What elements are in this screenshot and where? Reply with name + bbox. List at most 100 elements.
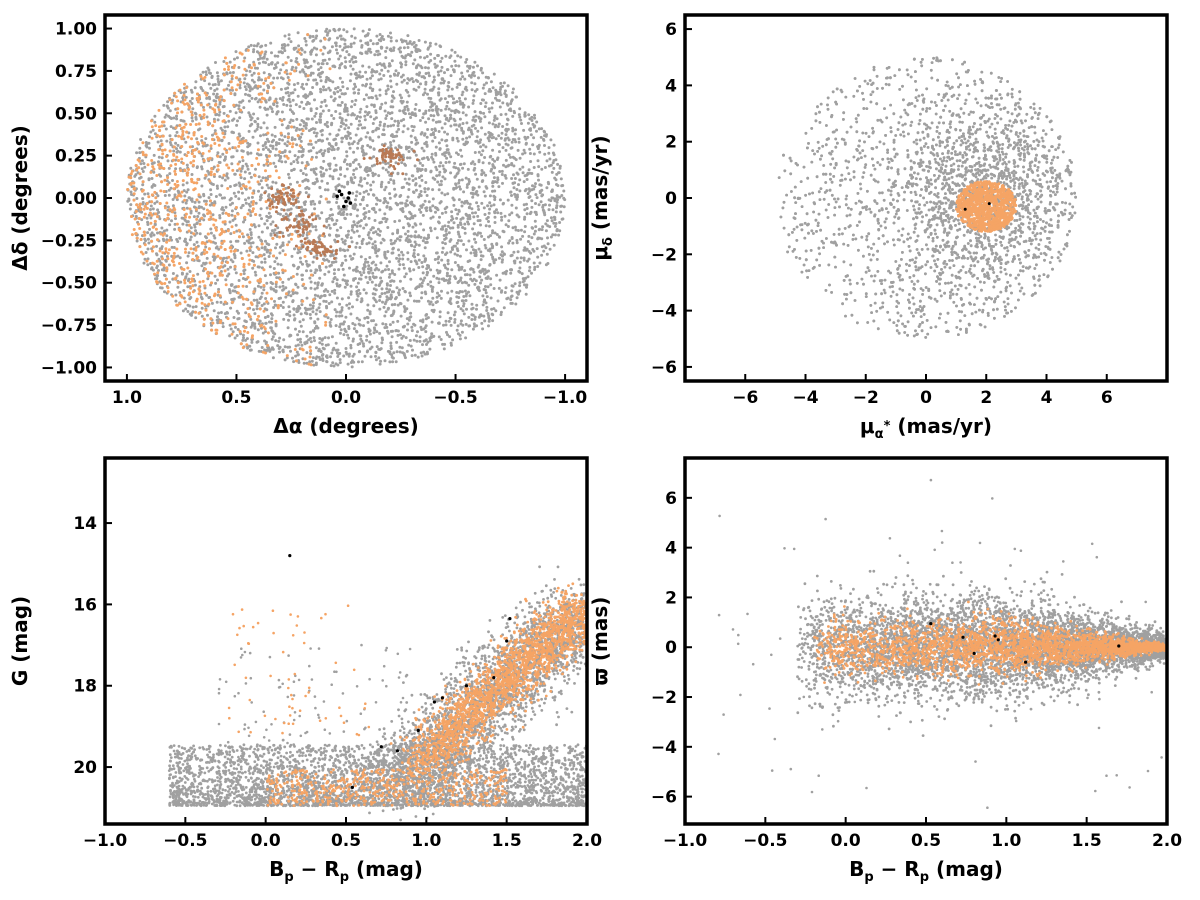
field-star <box>447 160 451 164</box>
field-star <box>241 164 245 168</box>
field-star <box>372 231 375 235</box>
field-star <box>453 320 457 324</box>
field-star <box>446 192 450 196</box>
field-star <box>351 142 354 146</box>
field-star <box>378 331 382 335</box>
field-star <box>540 228 544 232</box>
field-star <box>392 179 396 183</box>
field-star <box>530 236 534 240</box>
field-star <box>422 149 426 153</box>
field-star <box>329 95 333 99</box>
field-star <box>517 137 521 141</box>
field-star <box>412 268 416 272</box>
field-star <box>398 93 402 97</box>
field-star <box>318 264 322 268</box>
field-star <box>461 166 465 170</box>
field-star <box>386 69 390 73</box>
field-star <box>464 294 468 298</box>
field-star <box>389 347 393 350</box>
field-star <box>498 170 502 173</box>
field-star <box>506 127 510 131</box>
field-star <box>521 234 525 238</box>
field-star <box>306 264 310 268</box>
field-star <box>354 167 358 171</box>
field-star <box>401 130 405 134</box>
field-star <box>429 114 433 117</box>
field-star <box>184 201 188 205</box>
field-star <box>412 191 416 194</box>
field-star <box>256 328 260 332</box>
field-star <box>281 284 285 288</box>
field-star <box>512 186 516 190</box>
field-star <box>355 298 359 302</box>
field-star <box>379 276 383 280</box>
field-star <box>406 156 409 160</box>
field-star <box>429 169 433 173</box>
field-star <box>397 248 400 252</box>
field-star <box>365 105 369 109</box>
field-star <box>245 249 249 253</box>
field-star <box>421 213 425 217</box>
field-star <box>274 289 278 293</box>
field-star <box>299 260 303 264</box>
field-star <box>287 240 291 244</box>
field-star <box>471 118 475 122</box>
field-star <box>361 198 365 202</box>
field-star <box>231 155 235 159</box>
field-star <box>481 267 485 271</box>
field-star <box>243 170 247 174</box>
field-star <box>209 188 213 192</box>
field-star <box>315 47 319 51</box>
field-star <box>335 284 339 288</box>
field-star <box>357 234 361 238</box>
field-star <box>309 340 313 344</box>
field-star <box>538 261 542 265</box>
field-star <box>171 204 175 208</box>
field-star <box>349 346 353 350</box>
field-star <box>343 239 347 243</box>
field-star <box>197 211 201 215</box>
field-star <box>400 62 404 66</box>
field-star <box>458 333 462 337</box>
field-star <box>483 92 487 96</box>
field-star <box>281 214 285 218</box>
field-star <box>410 124 414 128</box>
field-star <box>414 78 418 82</box>
field-star <box>312 301 315 305</box>
field-star <box>267 86 270 90</box>
field-star <box>409 260 413 264</box>
field-star <box>432 160 436 164</box>
field-star <box>352 168 356 172</box>
field-star <box>439 227 443 231</box>
field-star <box>140 159 144 163</box>
field-star <box>320 338 324 342</box>
field-star <box>327 259 331 263</box>
field-star <box>358 192 362 196</box>
field-star <box>368 275 372 279</box>
field-star <box>332 28 336 31</box>
field-star <box>426 340 430 344</box>
field-star <box>318 201 322 205</box>
field-star <box>463 222 467 226</box>
field-star <box>487 107 491 111</box>
field-star <box>431 131 435 135</box>
field-star <box>511 241 515 245</box>
field-star <box>384 49 388 53</box>
field-star <box>306 78 310 82</box>
field-star <box>545 133 548 137</box>
field-star <box>155 277 159 281</box>
field-star <box>392 123 395 127</box>
field-star <box>402 118 406 121</box>
field-star <box>536 265 540 268</box>
field-star <box>547 151 551 155</box>
field-star <box>404 60 408 64</box>
field-star <box>265 57 269 61</box>
field-star <box>499 81 503 85</box>
field-star <box>172 116 176 120</box>
field-star <box>452 203 456 207</box>
field-star <box>504 158 508 162</box>
field-star <box>386 84 390 88</box>
field-star <box>421 164 425 167</box>
field-star <box>341 48 345 52</box>
field-star <box>334 341 338 345</box>
